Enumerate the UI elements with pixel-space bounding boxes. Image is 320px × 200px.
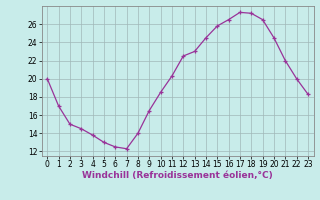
X-axis label: Windchill (Refroidissement éolien,°C): Windchill (Refroidissement éolien,°C) (82, 171, 273, 180)
